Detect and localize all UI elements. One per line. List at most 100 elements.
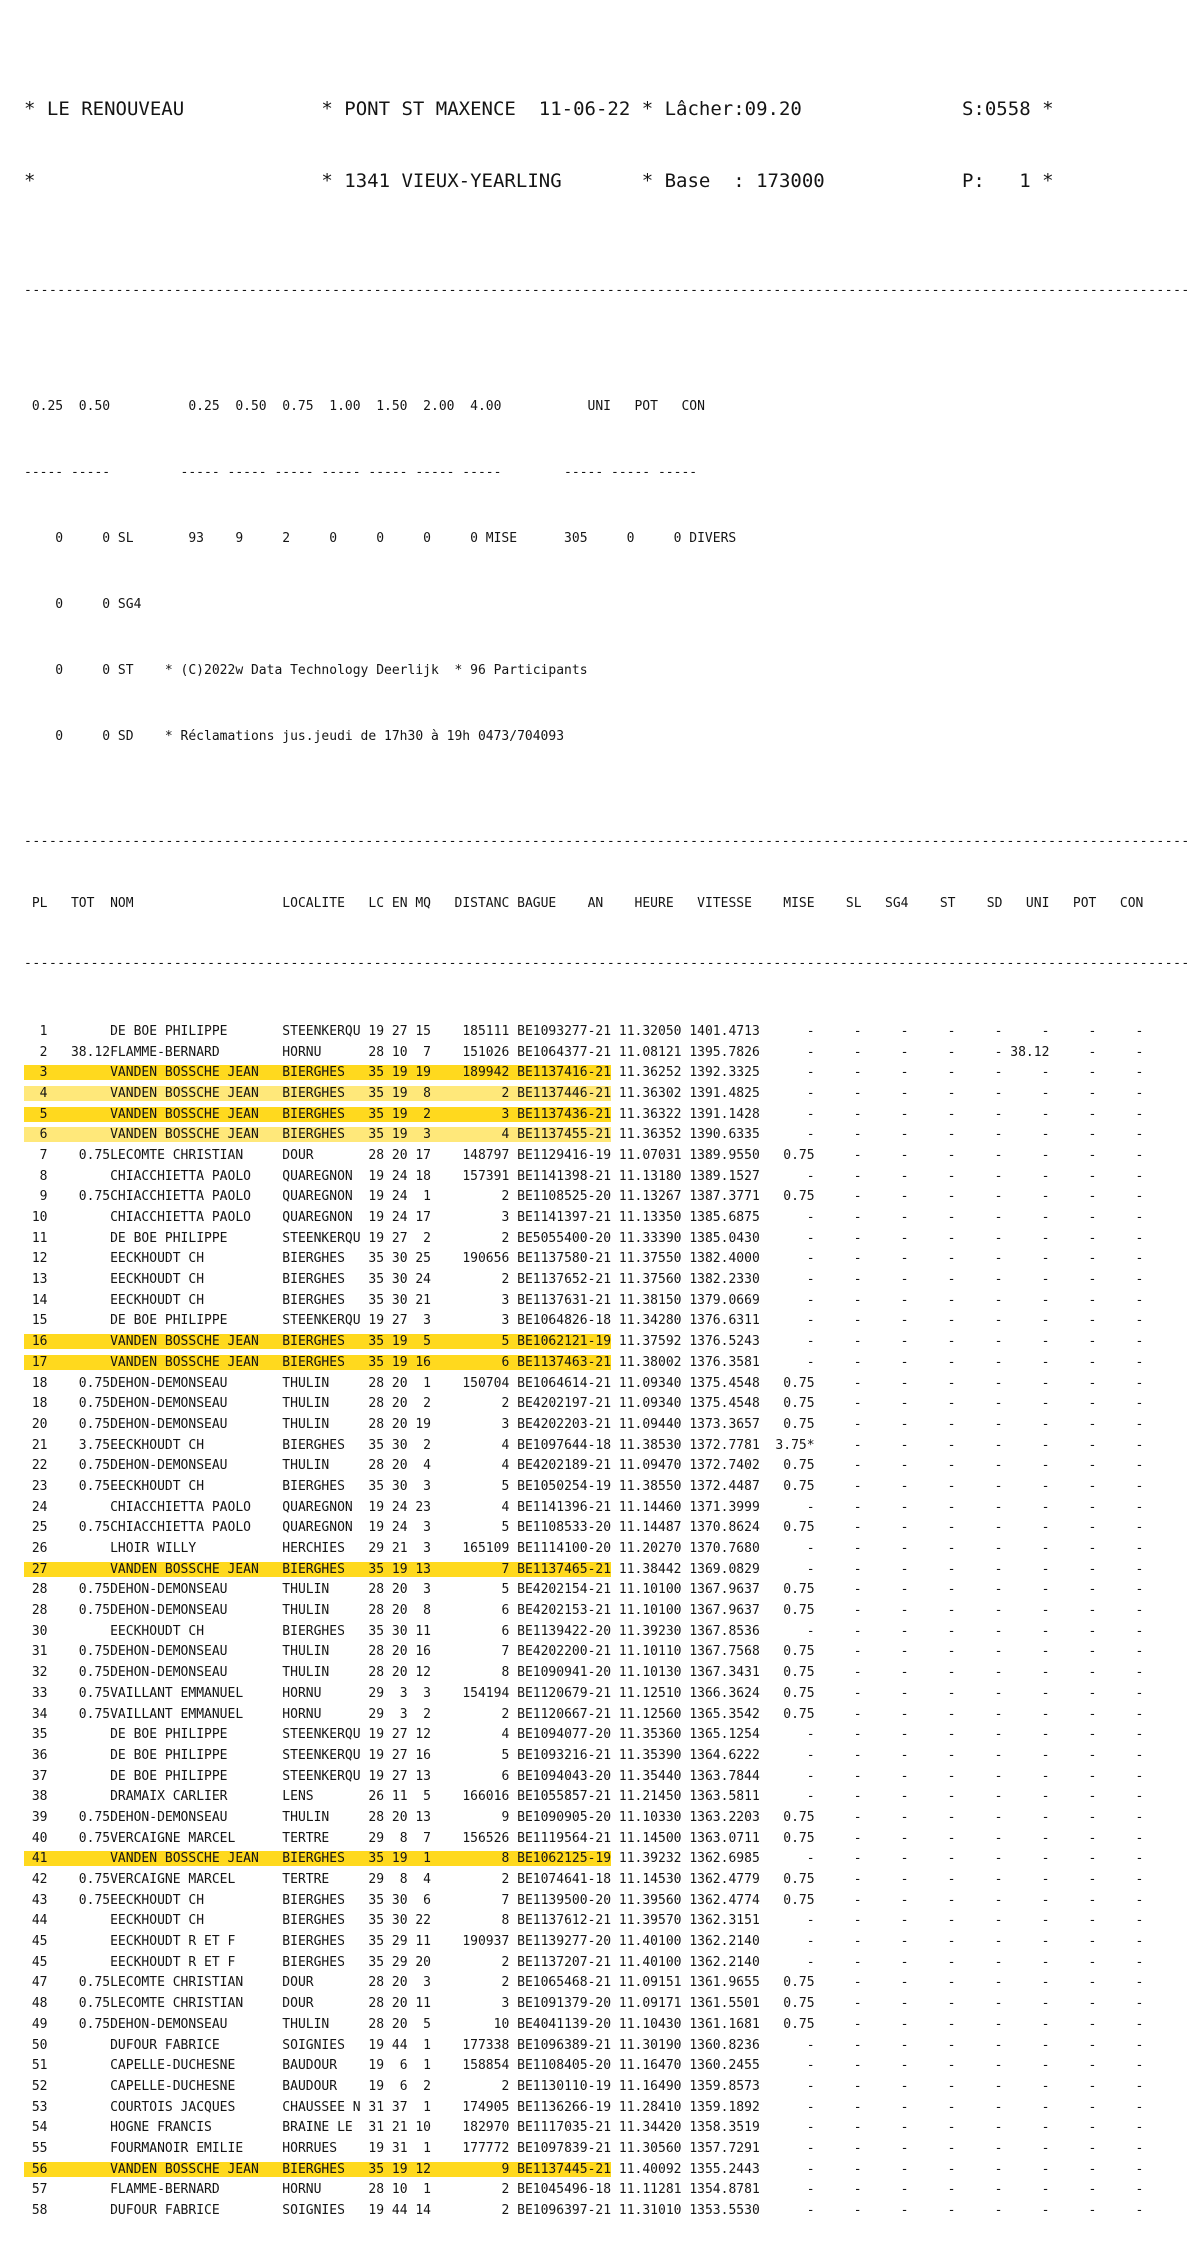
- cell-tot: [47, 2120, 110, 2135]
- cell-mise: -: [759, 1851, 815, 1867]
- cell-pot: -: [1049, 2203, 1097, 2219]
- row-right-zone: 11.33390 1385.0430 - - - - - - - -: [611, 1230, 1144, 1246]
- cell-sg4: -: [861, 2120, 909, 2136]
- cell-en: 29: [384, 1954, 408, 1970]
- cell-heure: 11.37560: [611, 1272, 682, 1288]
- cell-pl: 18: [24, 1396, 48, 1412]
- cell-uni: -: [1002, 1830, 1050, 1846]
- row-left-zone: 14 EECKHOUDT CH BIERGHES 35 30 21 3 BE11…: [24, 1293, 611, 1308]
- cell-sl: -: [814, 2140, 862, 2156]
- cell-mise: 0.75: [759, 1685, 815, 1701]
- cell-tot: 0.75: [47, 1375, 111, 1391]
- cell-uni: -: [1002, 1520, 1050, 1536]
- cell-mise: -: [759, 1727, 815, 1743]
- cell-sl: -: [814, 1396, 862, 1412]
- cell-en: 19: [384, 2161, 408, 2177]
- cell-bague: BE1136266-19: [509, 2099, 612, 2115]
- cell-mq: 17: [407, 1147, 432, 1163]
- cell-pot: -: [1049, 1872, 1097, 1888]
- cell-lc: 35: [368, 1954, 385, 1970]
- cell-mise: 0.75: [759, 2016, 815, 2032]
- cell-mise: -: [759, 1230, 815, 1246]
- cell-sg4: -: [861, 1354, 909, 1370]
- cell-mq: 1: [407, 2140, 432, 2156]
- cell-mq: 11: [407, 1934, 432, 1950]
- row-right-zone: 11.35440 1363.7844 - - - - - - - -: [611, 1768, 1144, 1784]
- row-left-zone: 2 38.12FLAMME-BERNARD HORNU 28 10 7 1510…: [24, 1045, 611, 1060]
- cell-uni: -: [1002, 1292, 1050, 1308]
- result-row: 35 DE BOE PHILIPPE STEENKERQU 19 27 12 4…: [24, 1725, 1190, 1746]
- cell-nom: DE BOE PHILIPPE: [110, 1747, 283, 1763]
- cell-pl: 57: [24, 2182, 48, 2198]
- cell-lc: 28: [368, 1044, 385, 1060]
- cell-distanc: 5: [431, 1582, 510, 1598]
- cell-con: -: [1096, 1478, 1144, 1494]
- cell-bague: BE1097839-21: [509, 2140, 612, 2156]
- header-col-distanc: DISTANC: [431, 896, 510, 912]
- row-left-zone: 26 LHOIR WILLY HERCHIES 29 21 3 165109 B…: [24, 1541, 611, 1556]
- cell-lc: 35: [368, 1292, 385, 1308]
- cell-vitesse: 1372.7781: [681, 1437, 760, 1453]
- row-right-zone: 11.10100 1367.9637 0.75 - - - - - - -: [611, 1582, 1144, 1597]
- cell-pl: 43: [24, 1892, 48, 1908]
- cell-sg4: -: [861, 1168, 909, 1184]
- cell-sg4: -: [861, 1499, 909, 1515]
- cell-nom: LECOMTE CHRISTIAN: [110, 1975, 283, 1991]
- cell-pot: -: [1049, 1437, 1097, 1453]
- cell-nom: DRAMAIX CARLIER: [110, 1789, 283, 1805]
- cell-sd: -: [955, 1106, 1003, 1122]
- cell-mq: 23: [407, 1499, 432, 1515]
- cell-tot: 3.75: [47, 1437, 111, 1453]
- cell-uni: -: [1002, 1665, 1050, 1681]
- cell-distanc: 6: [431, 1603, 510, 1619]
- cell-sl: -: [814, 1375, 862, 1391]
- stakes-sd-reclamations-line: 0 0 SD * Réclamations jus.jeudi de 17h30…: [24, 729, 565, 745]
- cell-lc: 19: [368, 1727, 385, 1743]
- row-right-zone: 11.09340 1375.4548 0.75 - - - - - - -: [611, 1396, 1144, 1412]
- cell-uni: -: [1002, 1727, 1050, 1743]
- cell-uni: -: [1002, 1065, 1050, 1081]
- cell-tot: 0.75: [47, 1644, 111, 1660]
- cell-sg4: -: [861, 1541, 909, 1557]
- cell-con: -: [1096, 1334, 1144, 1350]
- cell-st: -: [908, 1272, 956, 1288]
- cell-en: 30: [384, 1437, 408, 1453]
- cell-localite: BIERGHES: [282, 1292, 369, 1308]
- cell-mise: 0.75: [759, 1458, 815, 1474]
- cell-en: 8: [384, 1830, 408, 1846]
- cell-st: -: [908, 1147, 956, 1163]
- cell-st: -: [908, 1913, 956, 1929]
- cell-st: -: [908, 1561, 956, 1577]
- cell-sg4: -: [861, 1892, 909, 1908]
- cell-localite: THULIN: [282, 1416, 369, 1432]
- cell-tot: [47, 1251, 110, 1266]
- cell-lc: 28: [368, 1375, 385, 1391]
- cell-sg4: -: [861, 1768, 909, 1784]
- cell-st: -: [908, 1644, 956, 1660]
- cell-en: 30: [384, 1623, 408, 1639]
- row-right-zone: 11.28410 1359.1892 - - - - - - - -: [611, 2100, 1144, 2115]
- cell-en: 24: [384, 1499, 408, 1515]
- row-right-zone: 11.39560 1362.4774 0.75 - - - - - - -: [611, 1892, 1144, 1908]
- row-right-zone: 11.38002 1376.3581 - - - - - - - -: [611, 1354, 1144, 1370]
- cell-mise: -: [759, 1747, 815, 1763]
- cell-nom: DEHON-DEMONSEAU: [110, 1416, 283, 1432]
- row-left-zone: 13 EECKHOUDT CH BIERGHES 35 30 24 2 BE11…: [24, 1272, 611, 1287]
- row-left-zone: 23 0.75EECKHOUDT CH BIERGHES 35 30 3 5 B…: [24, 1479, 611, 1494]
- cell-localite: BAUDOUR: [282, 2058, 369, 2074]
- cell-mq: 13: [407, 1561, 432, 1577]
- cell-mq: 8: [407, 1603, 432, 1619]
- cell-nom: EECKHOUDT CH: [110, 1623, 283, 1639]
- cell-uni: -: [1002, 1747, 1050, 1763]
- cell-pl: 32: [24, 1665, 48, 1681]
- cell-nom: VAILLANT EMMANUEL: [110, 1706, 283, 1722]
- cell-vitesse: 1370.8624: [681, 1520, 760, 1536]
- cell-lc: 35: [368, 1065, 385, 1081]
- cell-lc: 19: [368, 1520, 385, 1536]
- cell-heure: 11.38530: [611, 1437, 682, 1453]
- header-col-vitesse: VITESSE: [681, 896, 760, 912]
- cell-nom: DEHON-DEMONSEAU: [110, 1644, 283, 1660]
- row-right-zone: 11.09470 1372.7402 0.75 - - - - - - -: [611, 1458, 1144, 1474]
- cell-sd: -: [955, 1934, 1003, 1950]
- cell-con: -: [1096, 2140, 1144, 2156]
